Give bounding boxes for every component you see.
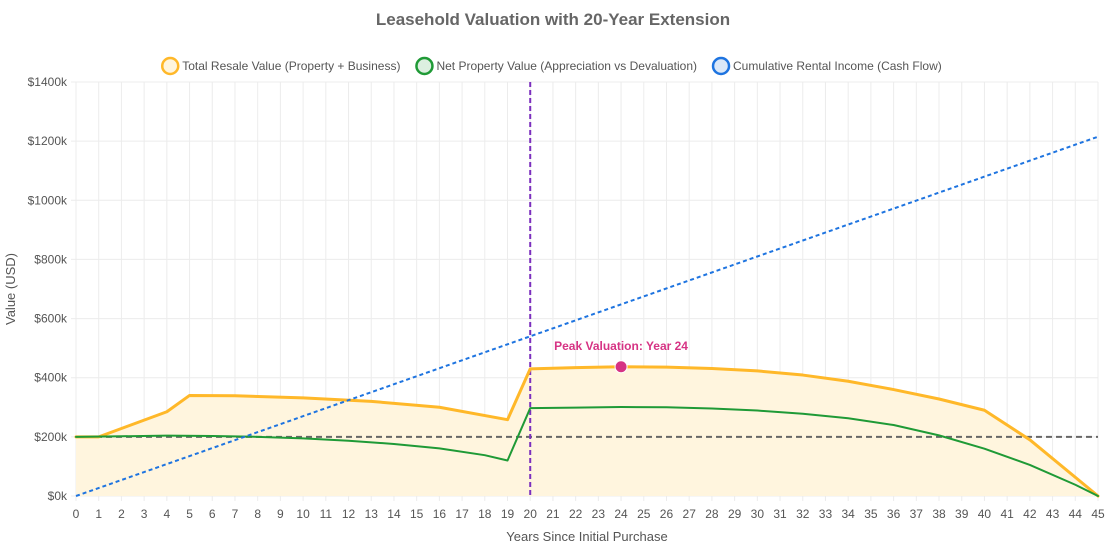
x-tick-label: 36 bbox=[887, 507, 901, 521]
legend-label: Total Resale Value (Property + Business) bbox=[182, 59, 400, 73]
y-tick-label: $200k bbox=[34, 430, 68, 444]
chart-title: Leasehold Valuation with 20-Year Extensi… bbox=[376, 10, 730, 29]
x-tick-label: 34 bbox=[841, 507, 855, 521]
y-axis-title: Value (USD) bbox=[3, 253, 18, 325]
y-tick-label: $0k bbox=[48, 489, 68, 503]
legend-swatch-icon bbox=[160, 56, 180, 76]
x-tick-label: 39 bbox=[955, 507, 969, 521]
x-tick-label: 44 bbox=[1069, 507, 1083, 521]
series-line-2 bbox=[75, 405, 1099, 497]
y-tick-label: $1400k bbox=[28, 75, 68, 89]
x-tick-label: 4 bbox=[164, 507, 171, 521]
x-tick-label: 21 bbox=[546, 507, 560, 521]
series-line-1 bbox=[74, 365, 1100, 498]
x-tick-label: 20 bbox=[524, 507, 538, 521]
x-tick-label: 43 bbox=[1046, 507, 1060, 521]
x-tick-label: 11 bbox=[320, 507, 333, 521]
x-tick-label: 13 bbox=[365, 507, 379, 521]
x-axis-title: Years Since Initial Purchase bbox=[506, 529, 667, 544]
series-layer bbox=[74, 135, 1100, 498]
fill-layer bbox=[76, 366, 1098, 496]
x-tick-label: 35 bbox=[864, 507, 878, 521]
legend: Total Resale Value (Property + Business)… bbox=[160, 56, 942, 76]
x-tick-label: 28 bbox=[705, 507, 719, 521]
y-tick-label: $1000k bbox=[28, 193, 68, 207]
x-tick-label: 32 bbox=[796, 507, 810, 521]
x-tick-label: 19 bbox=[501, 507, 515, 521]
legend-item: Total Resale Value (Property + Business) bbox=[160, 56, 400, 76]
x-tick-label: 33 bbox=[819, 507, 833, 521]
y-tick-label: $400k bbox=[34, 371, 68, 385]
x-tick-label: 26 bbox=[660, 507, 674, 521]
x-tick-label: 1 bbox=[95, 507, 102, 521]
x-tick-label: 15 bbox=[410, 507, 424, 521]
x-tick-label: 40 bbox=[978, 507, 992, 521]
x-tick-label: 10 bbox=[296, 507, 310, 521]
x-tick-label: 27 bbox=[683, 507, 697, 521]
series-line-3 bbox=[75, 135, 1099, 497]
x-tick-label: 25 bbox=[637, 507, 651, 521]
x-tick-label: 18 bbox=[478, 507, 492, 521]
x-tick-label: 41 bbox=[1000, 507, 1014, 521]
x-tick-label: 14 bbox=[387, 507, 401, 521]
x-tick-label: 31 bbox=[773, 507, 787, 521]
x-tick-label: 2 bbox=[118, 507, 125, 521]
x-tick-label: 29 bbox=[728, 507, 742, 521]
x-tick-label: 7 bbox=[232, 507, 239, 521]
x-tick-label: 45 bbox=[1091, 507, 1105, 521]
x-tick-label: 16 bbox=[433, 507, 447, 521]
x-tick-label: 8 bbox=[254, 507, 261, 521]
x-tick-label: 12 bbox=[342, 507, 356, 521]
legend-label: Cumulative Rental Income (Cash Flow) bbox=[733, 59, 942, 73]
y-tick-labels: $0k $200k $400k $600k $800k $1000k $1200k $1400… bbox=[28, 75, 68, 503]
x-tick-label: 23 bbox=[592, 507, 606, 521]
y-tick-label: $800k bbox=[34, 252, 68, 266]
legend-item: Net Property Value (Appreciation vs Deva… bbox=[415, 56, 697, 76]
x-tick-labels: 0 1 2 3 4 5 6 7 8 9 10 11 12 13 14 15 16 17 18 19 20 21 22 23 24… bbox=[73, 507, 1105, 521]
x-tick-label: 37 bbox=[910, 507, 924, 521]
x-tick-label: 24 bbox=[614, 507, 628, 521]
y-tick-label: $1200k bbox=[28, 134, 68, 148]
x-tick-label: 30 bbox=[751, 507, 765, 521]
legend-item: Cumulative Rental Income (Cash Flow) bbox=[711, 56, 942, 76]
series-area-fill bbox=[76, 366, 1098, 496]
x-tick-label: 5 bbox=[186, 507, 193, 521]
peak-annotation-label: Peak Valuation: Year 24 bbox=[554, 339, 688, 353]
legend-swatch-icon bbox=[711, 56, 731, 76]
x-tick-label: 17 bbox=[455, 507, 469, 521]
x-tick-label: 9 bbox=[277, 507, 284, 521]
x-tick-label: 0 bbox=[73, 507, 80, 521]
x-tick-label: 6 bbox=[209, 507, 216, 521]
x-tick-label: 3 bbox=[141, 507, 148, 521]
legend-label: Net Property Value (Appreciation vs Deva… bbox=[436, 59, 697, 73]
x-tick-label: 42 bbox=[1023, 507, 1037, 521]
legend-swatch-icon bbox=[415, 56, 434, 76]
y-tick-label: $600k bbox=[34, 312, 68, 326]
peak-marker bbox=[614, 360, 628, 374]
x-tick-label: 22 bbox=[569, 507, 583, 521]
x-tick-label: 38 bbox=[932, 507, 946, 521]
annotation-layer: Peak Valuation: Year 24 bbox=[554, 339, 688, 374]
